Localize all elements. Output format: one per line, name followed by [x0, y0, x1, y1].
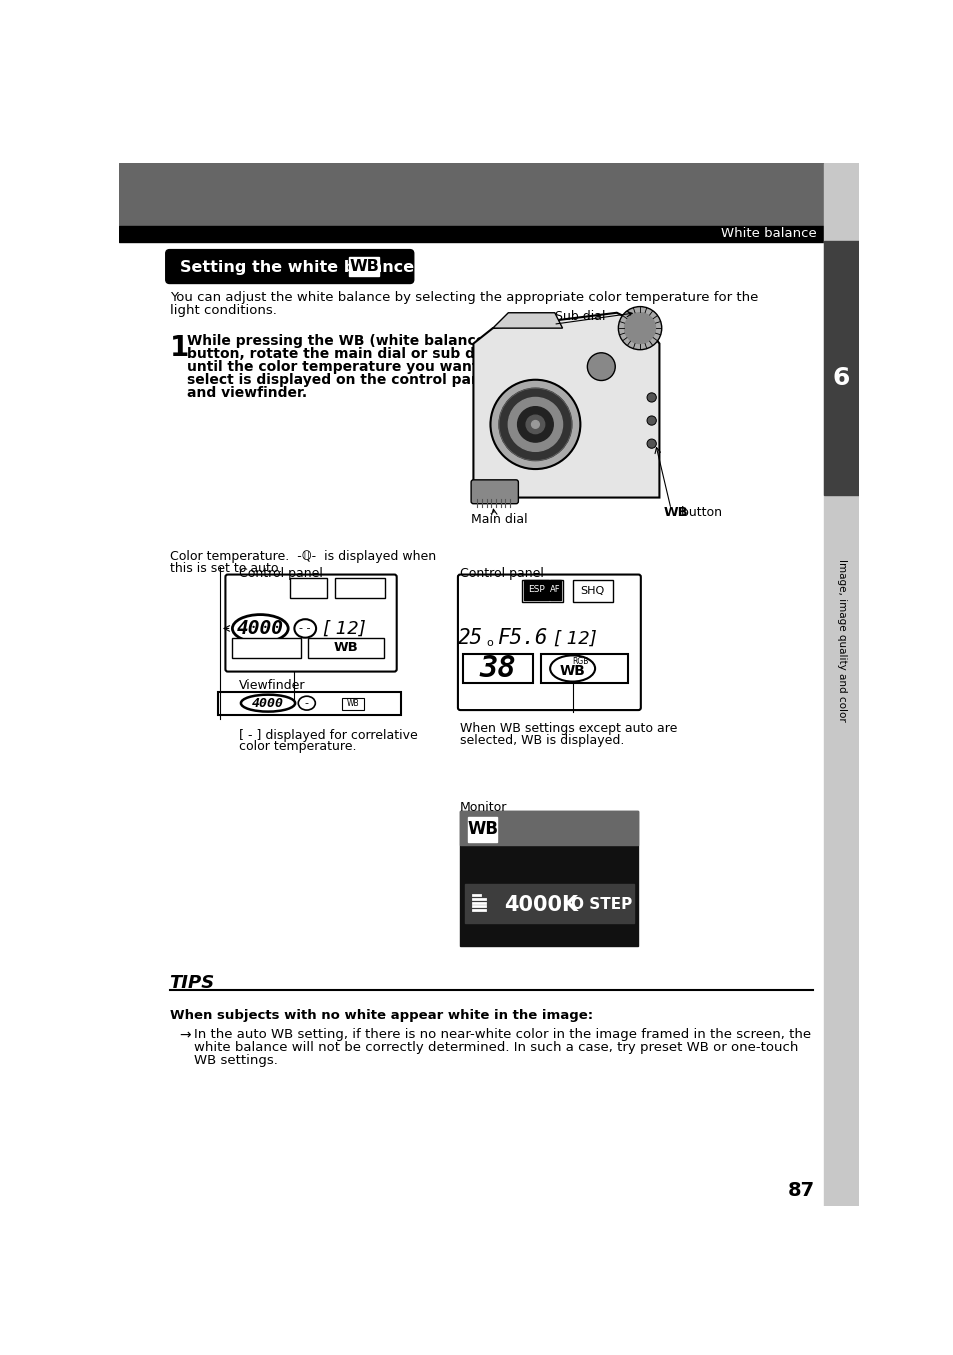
Circle shape — [531, 420, 538, 428]
Text: [ - ] displayed for correlative: [ - ] displayed for correlative — [239, 729, 417, 741]
Text: You can adjust the white balance by selecting the appropriate color temperature : You can adjust the white balance by sele… — [170, 291, 758, 304]
Bar — [823, 241, 858, 495]
Bar — [521, 580, 562, 602]
Ellipse shape — [550, 656, 595, 682]
Polygon shape — [493, 313, 562, 328]
Ellipse shape — [233, 615, 288, 642]
Circle shape — [587, 352, 615, 381]
Text: white balance will not be correctly determined. In such a case, try preset WB or: white balance will not be correctly dete… — [193, 1041, 798, 1054]
Text: this is set to auto.: this is set to auto. — [170, 562, 281, 576]
Text: 87: 87 — [787, 1182, 814, 1201]
Bar — [119, 163, 823, 226]
Bar — [218, 691, 400, 714]
Bar — [464, 883, 633, 923]
Text: color temperature.: color temperature. — [239, 740, 356, 753]
Text: WB: WB — [347, 699, 359, 709]
Ellipse shape — [294, 619, 315, 638]
Text: 4000K: 4000K — [504, 894, 578, 915]
Text: [ 12]: [ 12] — [553, 630, 596, 648]
Text: Control panel: Control panel — [459, 566, 543, 580]
Bar — [307, 638, 383, 657]
Bar — [523, 580, 548, 600]
Bar — [349, 257, 378, 276]
Text: Control panel: Control panel — [239, 566, 323, 580]
FancyBboxPatch shape — [457, 575, 640, 710]
Text: F5.6: F5.6 — [497, 629, 547, 649]
Text: o: o — [486, 638, 493, 648]
Text: →: → — [179, 1028, 192, 1042]
Circle shape — [618, 306, 661, 350]
Text: Color temperature.  -ℚ-  is displayed when: Color temperature. -ℚ- is displayed when — [170, 550, 436, 562]
Bar — [290, 579, 327, 599]
Circle shape — [646, 439, 656, 449]
Circle shape — [646, 393, 656, 402]
Ellipse shape — [298, 696, 315, 710]
Text: RGB: RGB — [572, 657, 588, 667]
Text: button: button — [677, 507, 721, 519]
Ellipse shape — [241, 695, 294, 711]
Text: 25: 25 — [457, 629, 483, 649]
Text: 6: 6 — [832, 366, 849, 390]
Text: Monitor: Monitor — [459, 801, 507, 814]
Text: SHQ: SHQ — [580, 585, 604, 596]
Circle shape — [508, 397, 562, 451]
Text: WB: WB — [349, 259, 378, 274]
Text: Setting the white balance: Setting the white balance — [179, 260, 414, 275]
Bar — [823, 163, 858, 1206]
Text: 4000: 4000 — [236, 619, 283, 638]
Text: light conditions.: light conditions. — [170, 304, 276, 317]
Text: WB: WB — [467, 820, 497, 839]
Text: WB settings.: WB settings. — [193, 1054, 277, 1068]
Text: -: - — [304, 698, 309, 709]
FancyBboxPatch shape — [471, 480, 517, 504]
Bar — [335, 579, 385, 599]
Bar — [572, 580, 612, 602]
Bar — [468, 817, 497, 841]
Bar — [232, 638, 301, 657]
Circle shape — [517, 406, 553, 442]
Text: WB: WB — [333, 641, 357, 654]
Text: 38: 38 — [479, 654, 517, 683]
Text: While pressing the WB (white balance): While pressing the WB (white balance) — [187, 333, 492, 347]
Text: 4000: 4000 — [252, 696, 284, 710]
Text: WB: WB — [559, 664, 585, 678]
Text: Sub dial: Sub dial — [555, 310, 604, 322]
Bar — [550, 580, 560, 600]
Text: O STEP: O STEP — [571, 897, 632, 912]
Text: Viewfinder: Viewfinder — [239, 679, 306, 692]
Bar — [342, 698, 364, 710]
Text: Main dial: Main dial — [470, 512, 527, 526]
Text: When WB settings except auto are: When WB settings except auto are — [459, 722, 677, 734]
Circle shape — [525, 415, 544, 434]
Circle shape — [646, 416, 656, 425]
Text: 1: 1 — [170, 333, 189, 362]
Polygon shape — [473, 313, 659, 497]
Bar — [459, 810, 638, 946]
Bar — [540, 654, 627, 683]
Circle shape — [624, 313, 655, 344]
Circle shape — [498, 389, 571, 461]
Text: When subjects with no white appear white in the image:: When subjects with no white appear white… — [170, 1009, 592, 1022]
Text: and viewfinder.: and viewfinder. — [187, 386, 307, 400]
Text: - -: - - — [299, 623, 311, 633]
Text: In the auto WB setting, if there is no near-white color in the image framed in t: In the auto WB setting, if there is no n… — [193, 1028, 810, 1041]
Text: button, rotate the main dial or sub dial: button, rotate the main dial or sub dial — [187, 347, 494, 360]
Text: AF: AF — [550, 585, 560, 595]
Text: select is displayed on the control panel: select is displayed on the control panel — [187, 373, 495, 386]
FancyBboxPatch shape — [166, 249, 414, 283]
Text: selected, WB is displayed.: selected, WB is displayed. — [459, 734, 624, 747]
FancyBboxPatch shape — [225, 575, 396, 672]
Bar — [119, 226, 823, 243]
Text: [ 12]: [ 12] — [322, 619, 365, 637]
Text: White balance: White balance — [720, 226, 816, 240]
Bar — [459, 810, 638, 844]
Text: until the color temperature you want to: until the color temperature you want to — [187, 359, 499, 374]
Circle shape — [490, 379, 579, 469]
Text: Image, image quality and color: Image, image quality and color — [836, 558, 845, 721]
Bar — [463, 654, 533, 683]
Text: ESP: ESP — [527, 585, 544, 595]
Text: TIPS: TIPS — [170, 974, 214, 992]
Text: WB: WB — [663, 507, 688, 519]
